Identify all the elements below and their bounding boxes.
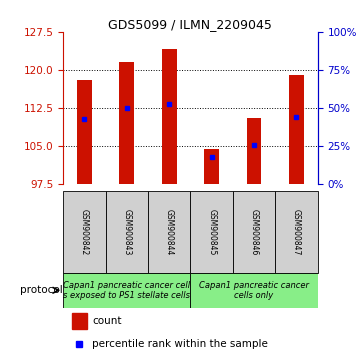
Bar	[77, 80, 92, 184]
Text: GSM900843: GSM900843	[122, 209, 131, 255]
Bar	[63, 273, 191, 308]
Bar	[233, 191, 275, 273]
Text: GSM900846: GSM900846	[249, 209, 258, 255]
Text: GSM900847: GSM900847	[292, 209, 301, 255]
Text: Capan1 pancreatic cancer
cells only: Capan1 pancreatic cancer cells only	[199, 281, 309, 300]
Bar	[275, 191, 318, 273]
Title: GDS5099 / ILMN_2209045: GDS5099 / ILMN_2209045	[109, 18, 272, 31]
Bar	[289, 75, 304, 184]
Bar	[247, 118, 261, 184]
Text: percentile rank within the sample: percentile rank within the sample	[92, 339, 268, 349]
Text: GSM900844: GSM900844	[165, 209, 174, 255]
Bar	[119, 62, 134, 184]
Bar	[148, 191, 191, 273]
Bar	[204, 149, 219, 184]
Text: count: count	[92, 316, 122, 326]
Bar	[191, 273, 318, 308]
Text: protocol: protocol	[21, 285, 63, 295]
Bar	[72, 313, 87, 329]
Bar	[191, 191, 233, 273]
Bar	[63, 191, 105, 273]
Text: GSM900845: GSM900845	[207, 209, 216, 255]
Text: GSM900842: GSM900842	[80, 209, 89, 255]
Bar	[105, 191, 148, 273]
Text: Capan1 pancreatic cancer cell
s exposed to PS1 stellate cells: Capan1 pancreatic cancer cell s exposed …	[63, 281, 190, 300]
Bar	[162, 48, 177, 184]
